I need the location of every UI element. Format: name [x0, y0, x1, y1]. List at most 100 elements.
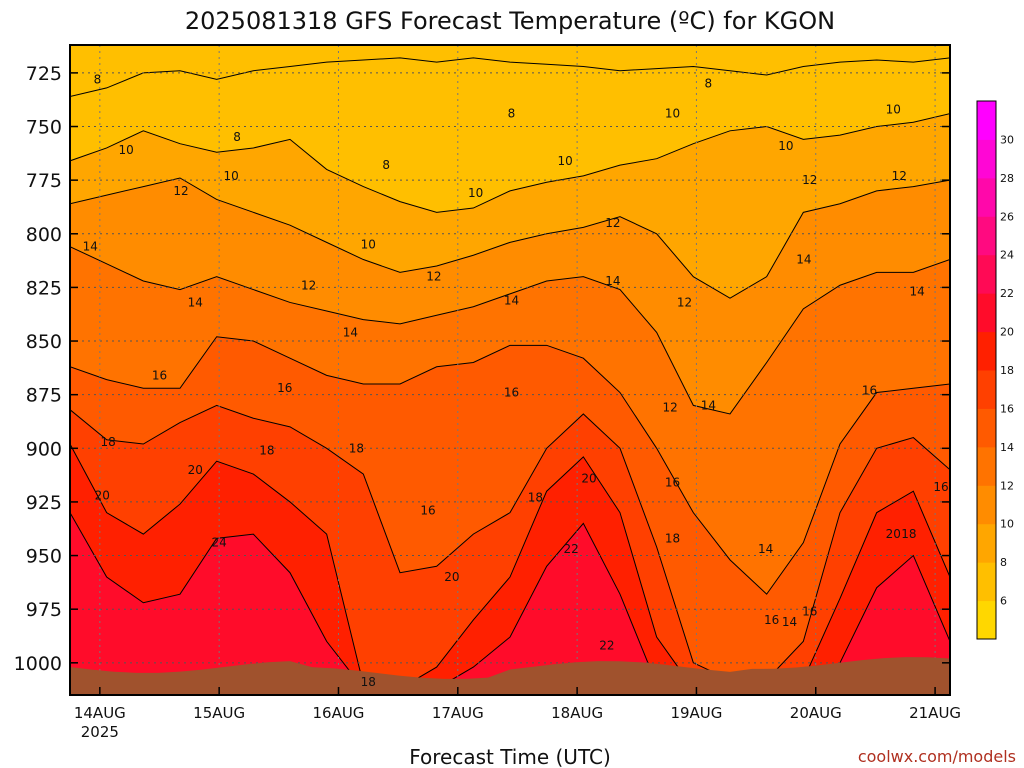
x-tick-label: 18AUG — [551, 704, 603, 722]
contour-label: 10 — [361, 238, 376, 252]
contour-label: 22 — [599, 639, 614, 653]
contour-label: 16 — [420, 504, 435, 518]
contour-label: 16 — [665, 476, 680, 490]
x-tick-label: 15AUG — [193, 704, 245, 722]
colorbar-swatch — [977, 408, 996, 448]
colorbar-tick-label: 8 — [1000, 556, 1007, 569]
contour-label: 24 — [212, 536, 227, 550]
contour-label: 16 — [277, 381, 292, 395]
contour-label: 14 — [782, 615, 797, 629]
colorbar-swatch — [977, 562, 996, 602]
contour-label: 12 — [663, 401, 678, 415]
colorbar-swatch — [977, 177, 996, 217]
contour-label: 18 — [101, 435, 116, 449]
isotherm-line — [70, 246, 950, 415]
colorbar-frame — [976, 100, 997, 640]
chart-title: 2025081318 GFS Forecast Temperature (ºC)… — [185, 7, 835, 35]
colorbar-swatch — [977, 101, 996, 140]
contour-label: 18 — [901, 527, 916, 541]
y-tick-label: 1000 — [14, 653, 62, 675]
contour-label: 16 — [802, 604, 817, 618]
contour-label: 10 — [468, 186, 483, 200]
x-tick-label: 21AUG — [909, 704, 961, 722]
colorbar-swatch — [977, 446, 996, 486]
plot-frame — [69, 44, 951, 696]
colorbar-swatch — [977, 254, 996, 294]
contour-label: 8 — [233, 130, 241, 144]
colorbar-tick-label: 20 — [1000, 326, 1014, 339]
x-axis-label: Forecast Time (UTC) — [409, 745, 611, 768]
contour-label: 20 — [95, 488, 110, 502]
contour-label: 10 — [778, 139, 793, 153]
x-tick-label: 14AUG — [74, 704, 126, 722]
colorbar-tick-label: 30 — [1000, 133, 1014, 146]
contour-label: 16 — [933, 480, 948, 494]
isotherm-line — [70, 177, 950, 299]
contour-label: 14 — [701, 398, 716, 412]
y-tick-label: 775 — [26, 170, 62, 192]
isotherm-line — [70, 57, 950, 97]
contour-label: 10 — [558, 154, 573, 168]
credit-text: coolwx.com/models — [858, 747, 1016, 766]
band-fill — [70, 512, 950, 695]
contour-label: 18 — [528, 491, 543, 505]
colorbar-swatch — [977, 485, 996, 525]
colorbar-tick-label: 16 — [1000, 402, 1014, 415]
y-tick-label: 850 — [26, 331, 62, 353]
colorbar-swatch — [977, 216, 996, 256]
contour-label: 12 — [677, 295, 692, 309]
colorbar-tick-label: 14 — [1000, 441, 1014, 454]
colorbar-tick-label: 28 — [1000, 172, 1014, 185]
y-tick-label: 725 — [26, 63, 62, 85]
contour-label: 12 — [173, 184, 188, 198]
contour-label: 12 — [802, 173, 817, 187]
contour-label: 12 — [605, 216, 620, 230]
colorbar: 6 8 10 12 14 16 18 20 22 24 26 28 30 — [976, 100, 1014, 640]
y-tick-label: 900 — [26, 438, 62, 460]
contour-label: 8 — [705, 77, 713, 91]
contour-label: 14 — [796, 253, 811, 267]
contour-label: 10 — [886, 102, 901, 116]
x-tick-label: 16AUG — [312, 704, 364, 722]
x-tick-sublabel: 2025 — [81, 723, 119, 741]
contour-label: 14 — [343, 325, 358, 339]
contour-label: 10 — [223, 169, 238, 183]
colorbar-swatch — [977, 523, 996, 563]
colorbar-swatch — [977, 331, 996, 371]
contour-label: 14 — [504, 293, 519, 307]
y-tick-label: 800 — [26, 224, 62, 246]
contour-label: 18 — [665, 531, 680, 545]
y-tick-label: 750 — [26, 117, 62, 139]
contour-label: 20 — [444, 570, 459, 584]
colorbar-swatch — [977, 370, 996, 409]
contour-label: 16 — [764, 613, 779, 627]
colorbar-tick-label: 12 — [1000, 479, 1014, 492]
contour-label: 12 — [892, 169, 907, 183]
contour-label: 16 — [504, 386, 519, 400]
contour-label: 14 — [758, 542, 773, 556]
y-tick-label: 975 — [26, 599, 62, 621]
contour-label: 16 — [152, 368, 167, 382]
colorbar-tick-label: 24 — [1000, 249, 1014, 262]
contour-label: 18 — [361, 675, 376, 689]
contour-label: 22 — [564, 542, 579, 556]
contour-label: 8 — [382, 158, 390, 172]
contour-label: 10 — [118, 143, 133, 157]
y-tick-label: 875 — [26, 385, 62, 407]
isotherm-line — [70, 113, 950, 213]
contour-label: 10 — [665, 107, 680, 121]
contour-label: 12 — [301, 278, 316, 292]
y-tick-label: 950 — [26, 546, 62, 568]
contour-label: 20 — [188, 463, 203, 477]
colorbar-swatch — [977, 293, 996, 333]
isotherm-line — [70, 404, 950, 681]
colorbar-tick-label: 22 — [1000, 287, 1014, 300]
contour-label: 14 — [83, 240, 98, 254]
y-tick-label: 825 — [26, 277, 62, 299]
contour-label: 14 — [188, 295, 203, 309]
terrain-fill — [70, 657, 950, 695]
contour-label: 14 — [910, 285, 925, 299]
y-tick-label: 925 — [26, 492, 62, 514]
contour-label: 14 — [605, 274, 620, 288]
contour-label: 8 — [94, 72, 102, 86]
